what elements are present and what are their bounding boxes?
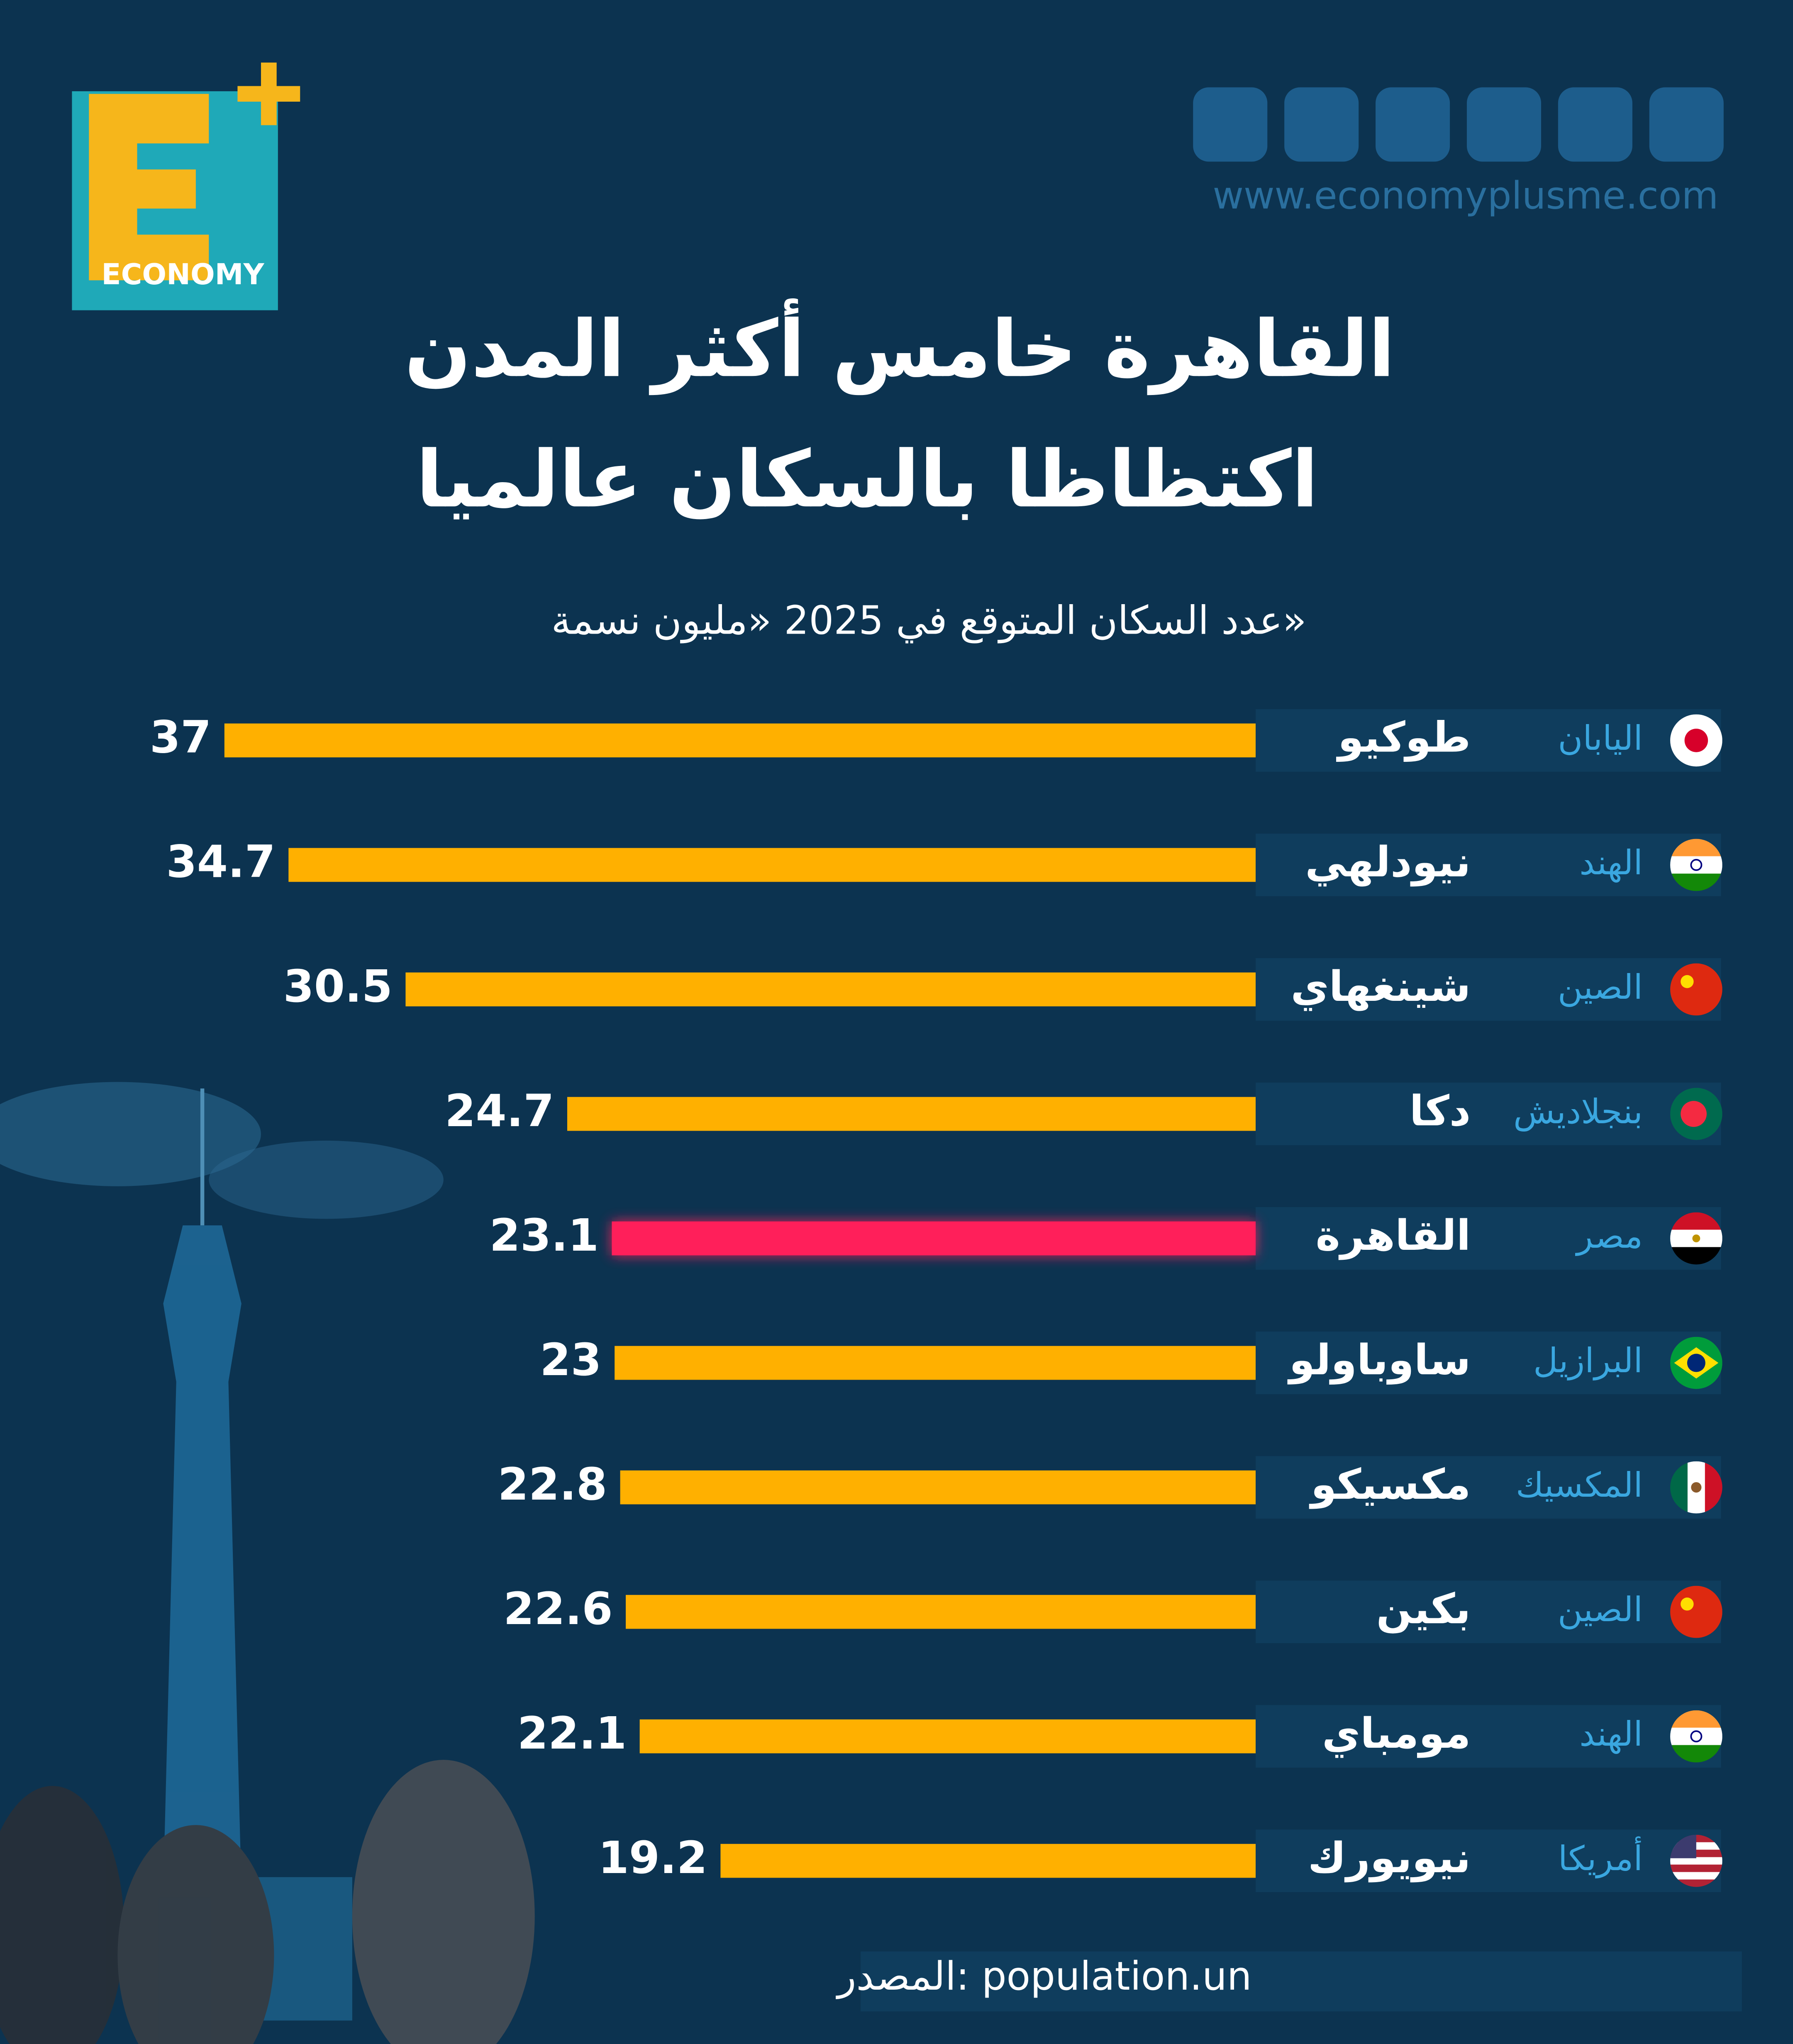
city-label: بكين bbox=[1376, 1585, 1471, 1634]
flag bbox=[1670, 1585, 1722, 1638]
row-band bbox=[1256, 834, 1721, 896]
cloud bbox=[0, 1082, 261, 1186]
source: المصدر: population.un bbox=[836, 1954, 1252, 1999]
row-band bbox=[1256, 1581, 1721, 1643]
linkedin-icon[interactable] bbox=[1466, 87, 1542, 162]
country-label: مصر bbox=[1575, 1217, 1643, 1256]
country-label: الصين bbox=[1558, 968, 1643, 1007]
country-label: البرازيل bbox=[1533, 1341, 1643, 1381]
country-label: الصين bbox=[1558, 1590, 1643, 1629]
youtube-icon[interactable] bbox=[1558, 87, 1632, 162]
person bbox=[117, 1825, 274, 2044]
logo-plus bbox=[237, 62, 300, 125]
flag bbox=[1670, 963, 1722, 1016]
flag-dot bbox=[1690, 1730, 1703, 1743]
bar bbox=[288, 848, 1256, 882]
country-label: المكسيك bbox=[1516, 1466, 1643, 1505]
city-label: القاهرة bbox=[1316, 1211, 1471, 1260]
twitter-icon[interactable] bbox=[1376, 87, 1450, 162]
country-label: الهند bbox=[1579, 843, 1643, 883]
source-band bbox=[861, 1951, 1742, 2012]
bar bbox=[612, 1221, 1256, 1256]
city-label: نيويورك bbox=[1308, 1834, 1471, 1883]
city-label: طوكيو bbox=[1336, 713, 1471, 762]
flag-dot bbox=[1691, 1482, 1702, 1493]
row-band bbox=[1256, 709, 1721, 772]
city-label: دكا bbox=[1410, 1087, 1471, 1135]
value-label: 37 bbox=[150, 712, 212, 763]
bar bbox=[224, 723, 1256, 758]
chart-subtitle: عدد السكان المتوقع في 2025 «مليون نسمة» bbox=[551, 598, 1307, 644]
chart-title: القاهرة خامس أكثر المدن bbox=[405, 298, 1395, 395]
row-band bbox=[1256, 1083, 1721, 1145]
bar bbox=[626, 1595, 1256, 1629]
bar bbox=[615, 1346, 1256, 1380]
value-label: 23 bbox=[540, 1334, 602, 1386]
bar bbox=[639, 1719, 1256, 1754]
flag-dot bbox=[1681, 1101, 1707, 1127]
row-band bbox=[1256, 1456, 1721, 1519]
website[interactable]: www.economyplusme.com bbox=[1213, 173, 1719, 217]
logo-e bbox=[89, 94, 209, 281]
flag bbox=[1670, 1710, 1722, 1763]
flag bbox=[1670, 714, 1722, 767]
flag-dot bbox=[1681, 975, 1694, 988]
value-label: 22.1 bbox=[517, 1708, 627, 1759]
value-label: 19.2 bbox=[598, 1832, 707, 1884]
city-label: ساوباولو bbox=[1287, 1336, 1471, 1385]
flag-dot bbox=[1687, 1354, 1705, 1372]
social-icons bbox=[1193, 87, 1724, 162]
threads-icon[interactable] bbox=[1649, 87, 1724, 162]
row-band bbox=[1256, 1705, 1721, 1768]
flag-dot bbox=[1690, 859, 1703, 871]
instagram-icon[interactable] bbox=[1284, 87, 1359, 162]
person bbox=[0, 1786, 124, 2044]
value-label: 34.7 bbox=[166, 837, 275, 888]
country-label: الهند bbox=[1579, 1715, 1643, 1754]
bar bbox=[720, 1844, 1256, 1878]
city-label: نيودلهي bbox=[1305, 838, 1471, 887]
illustration bbox=[0, 1082, 535, 2044]
country-label: بنجلاديش bbox=[1513, 1092, 1643, 1132]
person bbox=[352, 1760, 535, 2044]
logo: ECONOMY bbox=[72, 62, 300, 310]
flag-dot bbox=[1692, 1234, 1700, 1242]
tower bbox=[163, 1225, 242, 1890]
country-label: أمريكا bbox=[1558, 1836, 1643, 1878]
flag bbox=[1670, 1834, 1722, 1887]
value-label: 22.8 bbox=[498, 1459, 607, 1510]
flag bbox=[1670, 1088, 1722, 1140]
value-label: 23.1 bbox=[490, 1210, 599, 1261]
row-band bbox=[1256, 1829, 1721, 1893]
city-label: مومباي bbox=[1322, 1709, 1471, 1758]
value-label: 24.7 bbox=[445, 1085, 554, 1137]
facebook-icon[interactable] bbox=[1193, 87, 1268, 162]
cloud bbox=[209, 1140, 444, 1219]
value-label: 30.5 bbox=[283, 961, 393, 1012]
city-label: شينغهاي bbox=[1290, 962, 1471, 1011]
chart-title: اكتظاظا بالسكان عالميا bbox=[416, 434, 1318, 525]
flag-stripe bbox=[1670, 1585, 1722, 1638]
logo-text: ECONOMY bbox=[101, 258, 264, 291]
flag-stripe bbox=[1670, 1864, 1722, 1873]
flag-dot bbox=[1681, 1598, 1694, 1611]
flag-stripe bbox=[1670, 1872, 1722, 1881]
bar bbox=[405, 972, 1256, 1007]
flag-dot bbox=[1684, 729, 1708, 752]
bar bbox=[567, 1097, 1256, 1131]
flag-stripe bbox=[1670, 963, 1722, 1016]
country-label: اليابان bbox=[1558, 719, 1643, 758]
row-band bbox=[1256, 1207, 1721, 1270]
flag bbox=[1670, 1337, 1722, 1389]
row-band bbox=[1256, 1332, 1721, 1394]
flag-stripe bbox=[1670, 1857, 1722, 1866]
row-band bbox=[1256, 958, 1721, 1021]
value-label: 22.6 bbox=[503, 1583, 613, 1635]
bar bbox=[620, 1470, 1256, 1505]
city-label: مكسيكو bbox=[1309, 1460, 1471, 1509]
